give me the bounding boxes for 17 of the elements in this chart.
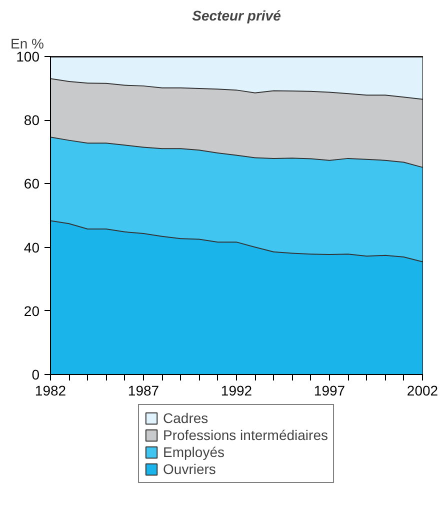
y-axis-title: En % <box>10 36 44 52</box>
x-tick-label: 1987 <box>128 382 160 398</box>
y-tick-label: 60 <box>24 176 40 192</box>
legend-label: Ouvriers <box>163 461 216 477</box>
y-tick-label: 80 <box>24 112 40 128</box>
chart-title: Secteur privé <box>192 8 282 24</box>
x-tick-label: 2002 <box>406 382 438 398</box>
y-tick-label: 20 <box>24 302 40 319</box>
y-tick-label: 100 <box>16 48 40 64</box>
legend-label: Cadres <box>163 410 208 426</box>
x-tick-label: 1992 <box>220 382 252 398</box>
y-tick-label: 40 <box>24 239 40 256</box>
legend-label: Professions intermédiaires <box>163 427 328 443</box>
legend-label: Employés <box>163 444 224 460</box>
x-tick-label: 1982 <box>34 382 66 398</box>
y-tick-label: 0 <box>32 366 40 382</box>
x-tick-label: 1997 <box>314 382 346 398</box>
